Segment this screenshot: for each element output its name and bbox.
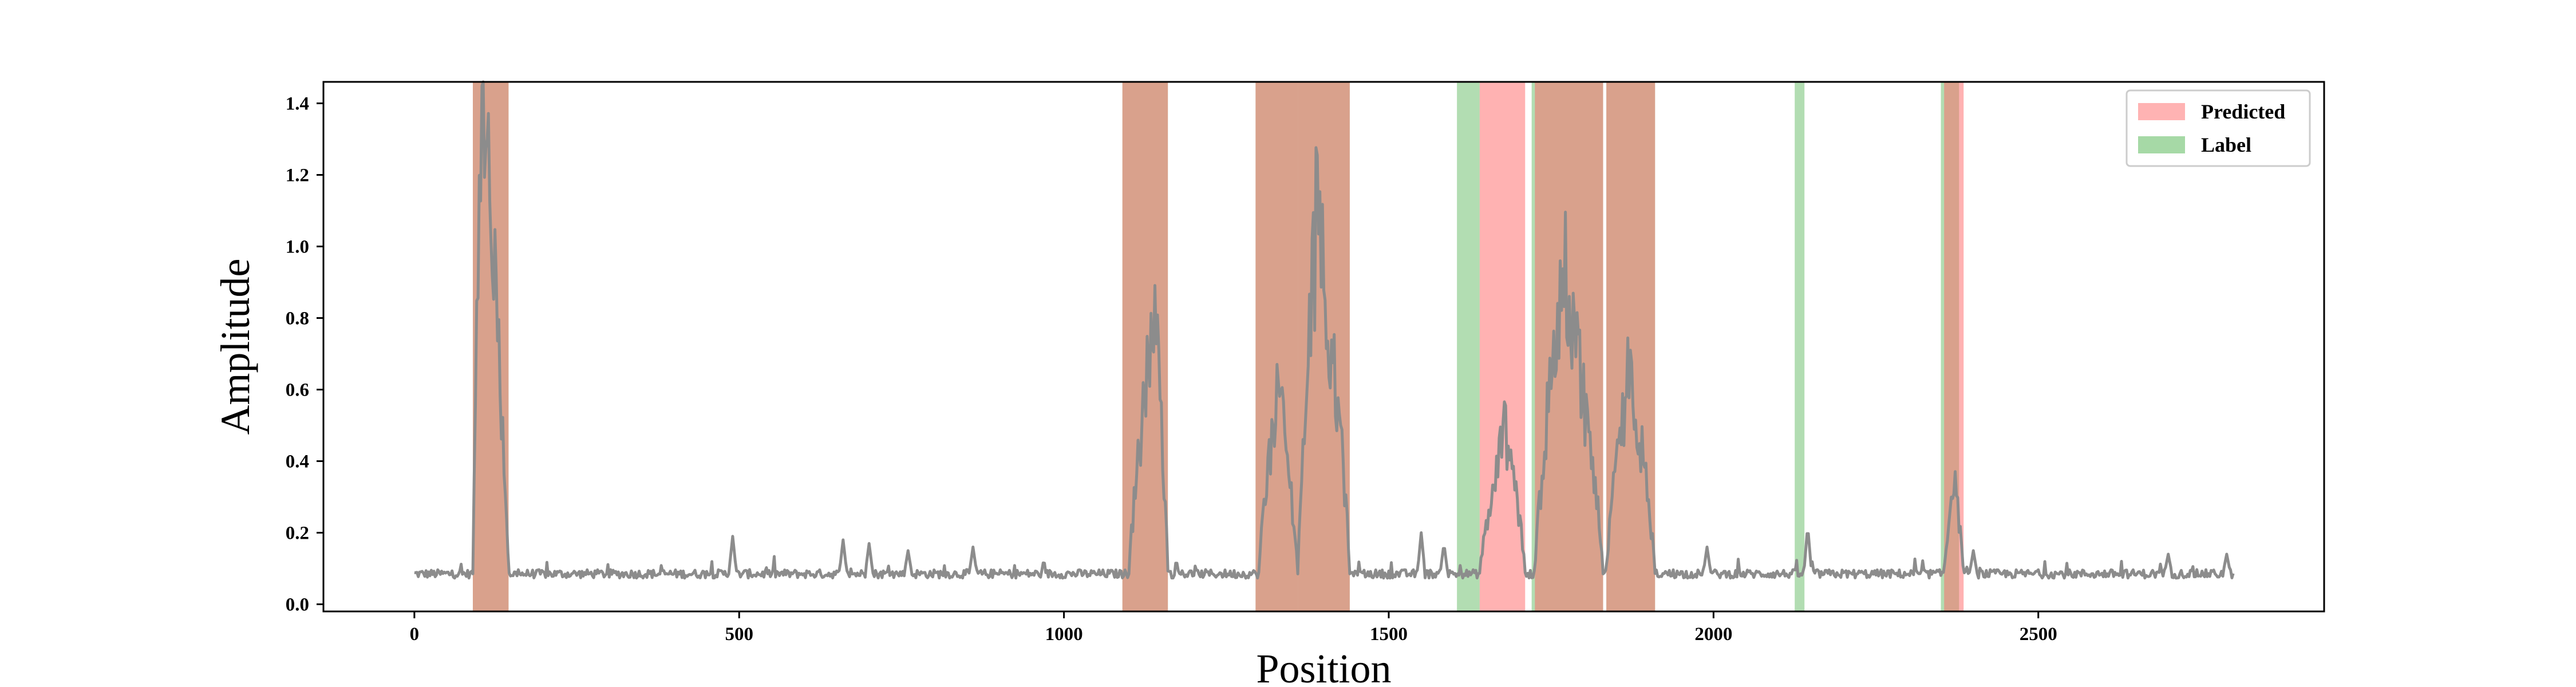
legend-label-label: Label xyxy=(2201,133,2251,156)
predicted-region-7 xyxy=(1944,82,1964,611)
y-tick-label: 0.6 xyxy=(286,380,309,401)
x-tick-label: 2500 xyxy=(2020,624,2057,645)
legend: Predicted Label xyxy=(2125,89,2311,167)
predicted-region-6 xyxy=(1606,82,1656,611)
x-tick-label: 1500 xyxy=(1370,624,1408,645)
x-axis-title: Position xyxy=(1256,646,1391,687)
y-tick-label: 0.8 xyxy=(286,309,309,329)
x-tick-label: 0 xyxy=(410,624,420,645)
x-axis: 0 500 1000 1500 2000 2500 xyxy=(410,611,2057,645)
y-axis: 0.0 0.2 0.4 0.6 0.8 1.0 1.2 1.4 xyxy=(286,94,323,615)
predicted-region-1 xyxy=(1122,82,1168,611)
y-tick-label: 1.0 xyxy=(286,237,309,258)
signal-line xyxy=(414,80,2235,580)
region-layer xyxy=(472,82,1964,611)
label-region-4 xyxy=(1457,82,1480,611)
y-tick-label: 0.0 xyxy=(286,595,309,615)
legend-label-predicted: Predicted xyxy=(2201,100,2285,123)
predicted-region-4 xyxy=(1479,82,1526,611)
predicted-region-0 xyxy=(472,82,509,611)
predicted-region-5 xyxy=(1535,82,1603,611)
predicted-region-3 xyxy=(1298,82,1350,611)
legend-swatch-predicted xyxy=(2138,103,2185,120)
plot-frame xyxy=(322,81,2325,613)
plot-area xyxy=(322,80,2325,613)
y-tick-label: 0.2 xyxy=(286,523,309,544)
y-tick-label: 1.4 xyxy=(286,94,309,114)
x-tick-label: 1000 xyxy=(1045,624,1083,645)
legend-swatch-label xyxy=(2138,136,2185,153)
y-tick-label: 1.2 xyxy=(286,165,309,186)
y-axis-title: Amplitude xyxy=(212,259,258,435)
x-tick-label: 2000 xyxy=(1694,624,1732,645)
y-tick-label: 0.4 xyxy=(286,452,309,472)
label-region-7 xyxy=(1795,82,1805,611)
x-tick-label: 500 xyxy=(725,624,753,645)
